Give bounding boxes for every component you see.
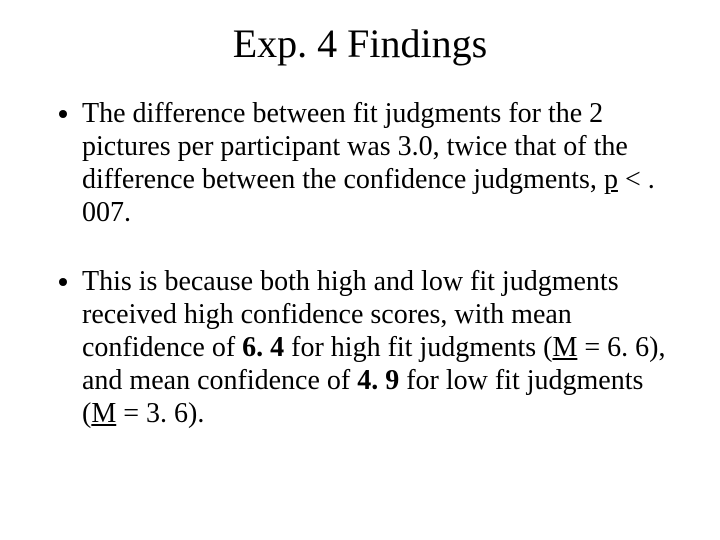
- bullet-list: The difference between fit judgments for…: [40, 97, 680, 430]
- list-item: This is because both high and low fit ju…: [82, 265, 670, 430]
- list-item: The difference between fit judgments for…: [82, 97, 670, 229]
- bullet-text: The difference between fit judgments for…: [82, 98, 655, 228]
- slide: Exp. 4 Findings The difference between f…: [0, 0, 720, 540]
- bullet-text: This is because both high and low fit ju…: [82, 266, 665, 429]
- slide-title: Exp. 4 Findings: [40, 20, 680, 67]
